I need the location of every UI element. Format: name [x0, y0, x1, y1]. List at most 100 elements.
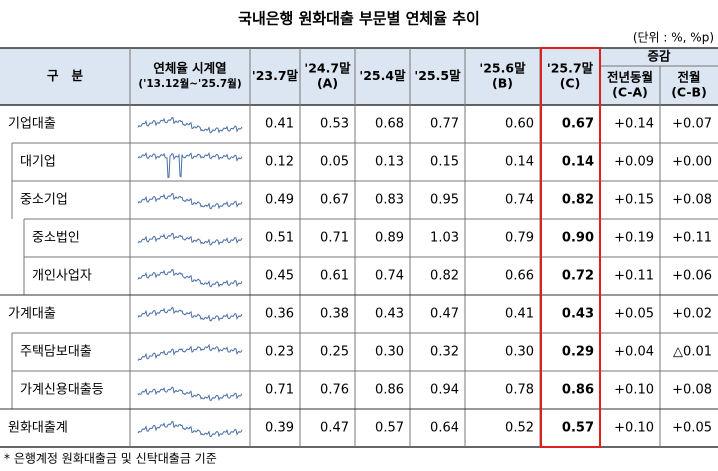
cell-value: 0.77 — [430, 117, 459, 132]
cell-value: 0.76 — [320, 383, 349, 398]
highlight-box — [540, 47, 601, 448]
column-header: '25.5말 — [414, 68, 461, 83]
sparkline — [137, 386, 243, 402]
cell-value: 0.47 — [320, 421, 349, 436]
cell-value: +0.10 — [614, 383, 654, 398]
cell-value: 1.03 — [430, 231, 459, 246]
cell-value: +0.02 — [672, 307, 712, 322]
cell-value: +0.05 — [614, 307, 654, 322]
sparkline — [137, 269, 243, 288]
sparkline — [137, 307, 243, 322]
cell-value: 0.30 — [375, 345, 404, 360]
cell-value: 0.94 — [430, 383, 459, 398]
sparkline — [137, 193, 243, 210]
column-header: '25.7말 — [547, 61, 594, 76]
column-header: 구 분 — [47, 68, 84, 83]
row-label: 개인사업자 — [32, 269, 92, 284]
cell-value: 0.12 — [265, 155, 294, 170]
cell-value: 0.82 — [562, 193, 594, 208]
cell-value: 0.25 — [320, 345, 349, 360]
cell-value: 0.49 — [265, 193, 294, 208]
cell-value: +0.08 — [672, 383, 712, 398]
cell-value: 0.30 — [505, 345, 534, 360]
column-header: (C) — [560, 76, 581, 91]
column-header: 연체율 시계열 — [153, 61, 226, 76]
column-header: '25.4말 — [359, 68, 406, 83]
cell-value: 0.43 — [375, 307, 404, 322]
cell-value: 0.64 — [430, 421, 459, 436]
sparkline — [137, 117, 243, 134]
cell-value: 0.43 — [562, 307, 594, 322]
cell-value: 0.05 — [320, 155, 349, 170]
cell-value: 0.29 — [562, 345, 594, 360]
cell-value: 0.15 — [430, 155, 459, 170]
cell-value: 0.52 — [505, 421, 534, 436]
cell-value: 0.53 — [320, 117, 349, 132]
cell-value: 0.86 — [562, 383, 594, 398]
cell-value: 0.38 — [320, 307, 349, 322]
cell-value: 0.72 — [562, 269, 594, 284]
cell-value: +0.11 — [614, 269, 654, 284]
footnote: * 은행계정 원화대출금 및 신탁대출금 기준 — [4, 451, 217, 466]
cell-value: △0.01 — [673, 345, 712, 360]
cell-value: 0.60 — [505, 117, 534, 132]
cell-value: 0.57 — [375, 421, 404, 436]
cell-value: 0.41 — [505, 307, 534, 322]
cell-value: 0.79 — [505, 231, 534, 246]
cell-value: 0.68 — [375, 117, 404, 132]
cell-value: 0.95 — [430, 193, 459, 208]
cell-value: 0.36 — [265, 307, 294, 322]
title: 국내은행 원화대출 부문별 연체율 추이 — [238, 10, 480, 28]
column-header: '25.6말 — [479, 61, 526, 76]
cell-value: +0.07 — [672, 117, 712, 132]
row-label: 대기업 — [20, 155, 56, 170]
cell-value: +0.14 — [614, 117, 654, 132]
cell-value: 0.14 — [562, 155, 594, 170]
sparkline — [137, 151, 243, 179]
cell-value: 0.39 — [265, 421, 294, 436]
group-header: 증감 — [647, 49, 671, 64]
column-header: (C-B) — [671, 85, 707, 100]
cell-value: +0.06 — [672, 269, 712, 284]
column-header: (B) — [492, 76, 513, 91]
cell-value: +0.09 — [614, 155, 654, 170]
cell-value: +0.11 — [672, 231, 712, 246]
column-header: 전년동월 — [607, 70, 653, 85]
cell-value: 0.57 — [562, 421, 594, 436]
cell-value: 0.86 — [375, 383, 404, 398]
cell-value: +0.05 — [672, 421, 712, 436]
cell-value: 0.41 — [265, 117, 294, 132]
cell-value: 0.13 — [375, 155, 404, 170]
cell-value: 0.71 — [320, 231, 349, 246]
cell-value: 0.82 — [430, 269, 459, 284]
cell-value: 0.51 — [265, 231, 294, 246]
column-header: '23.7말 — [252, 68, 299, 83]
sparkline — [137, 232, 243, 246]
row-label: 가계대출 — [8, 307, 56, 322]
header-bg — [0, 48, 718, 105]
row-label: 중소법인 — [32, 231, 80, 246]
cell-value: 0.74 — [505, 193, 534, 208]
column-header: (C-A) — [612, 85, 648, 100]
row-label: 가계신용대출등 — [20, 383, 104, 398]
cell-value: 0.14 — [505, 155, 534, 170]
cell-value: 0.90 — [562, 231, 594, 246]
cell-value: 0.74 — [375, 269, 404, 284]
cell-value: 0.67 — [320, 193, 349, 208]
cell-value: 0.71 — [265, 383, 294, 398]
row-label: 기업대출 — [8, 117, 56, 132]
column-header: (A) — [317, 76, 338, 91]
sparkline — [137, 421, 243, 438]
cell-value: 0.47 — [430, 307, 459, 322]
cell-value: 0.66 — [505, 269, 534, 284]
row-label: 중소기업 — [20, 193, 68, 208]
cell-value: 0.83 — [375, 193, 404, 208]
cell-value: 0.78 — [505, 383, 534, 398]
unit: (단위 : %, %p) — [633, 31, 714, 45]
row-label: 원화대출계 — [8, 421, 68, 436]
cell-value: +0.00 — [672, 155, 712, 170]
cell-value: +0.19 — [614, 231, 654, 246]
sparkline — [137, 343, 243, 361]
